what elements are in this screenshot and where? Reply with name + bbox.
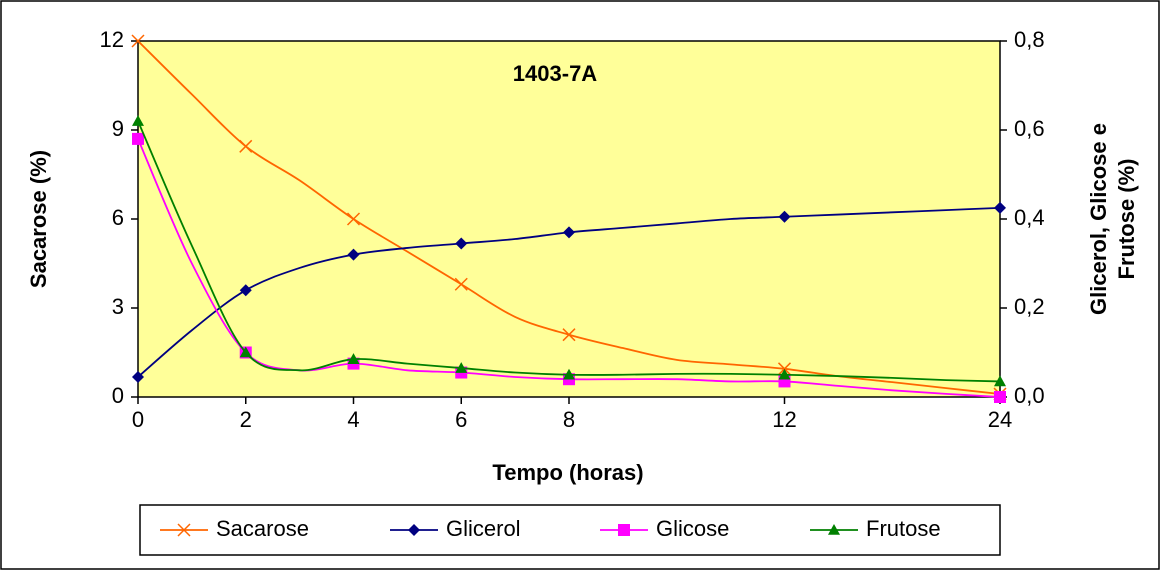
marker: [239, 139, 253, 153]
x-tick-label: 2: [240, 407, 252, 432]
marker: [778, 368, 791, 380]
x-tick-label: 6: [455, 407, 467, 432]
marker: [618, 524, 630, 536]
marker: [563, 226, 575, 239]
marker: [239, 284, 252, 297]
marker: [455, 237, 468, 250]
marker: [132, 132, 144, 145]
y2-axis-label: Frutose (%): [1114, 159, 1139, 280]
marker: [455, 362, 468, 373]
x-tick-label: 12: [772, 407, 796, 432]
x-tick-label: 0: [132, 407, 144, 432]
marker: [347, 248, 360, 261]
marker: [347, 353, 360, 364]
y2-tick-label: 0,4: [1014, 205, 1045, 230]
legend-label: Glicerol: [446, 516, 521, 541]
marker: [454, 277, 468, 291]
marker: [828, 524, 840, 535]
y-tick-label: 12: [100, 27, 124, 52]
y-tick-label: 6: [112, 205, 124, 230]
y-axis-label: Sacarose (%): [26, 150, 51, 288]
marker: [131, 34, 145, 48]
series-line: [137, 40, 1001, 395]
marker: [408, 524, 420, 536]
marker: [994, 391, 1006, 403]
legend-label: Glicose: [656, 516, 729, 541]
marker: [346, 212, 361, 226]
marker: [778, 210, 791, 223]
x-axis-label: Tempo (horas): [492, 460, 643, 485]
y2-tick-label: 0,2: [1014, 294, 1045, 319]
y2-axis-label: Glicerol, Glicose e: [1086, 123, 1111, 315]
x-tick-label: 8: [563, 407, 575, 432]
y-tick-label: 9: [112, 116, 124, 141]
marker: [239, 346, 252, 358]
marker: [562, 328, 576, 342]
marker: [177, 523, 191, 537]
marker: [994, 375, 1006, 387]
y2-tick-label: 0,8: [1014, 27, 1045, 52]
y-tick-label: 0: [112, 383, 124, 408]
legend-label: Sacarose: [216, 516, 309, 541]
x-tick-label: 4: [347, 407, 359, 432]
marker: [132, 115, 144, 126]
y-tick-label: 3: [112, 294, 124, 319]
plot-area: [137, 40, 1001, 398]
y2-tick-label: 0,0: [1014, 383, 1045, 408]
legend-label: Frutose: [866, 516, 941, 541]
chart-title: 1403-7A: [513, 61, 598, 86]
marker: [132, 370, 144, 383]
y2-tick-label: 0,6: [1014, 116, 1045, 141]
x-tick-label: 24: [988, 407, 1012, 432]
marker: [994, 201, 1006, 214]
marker: [563, 368, 575, 380]
